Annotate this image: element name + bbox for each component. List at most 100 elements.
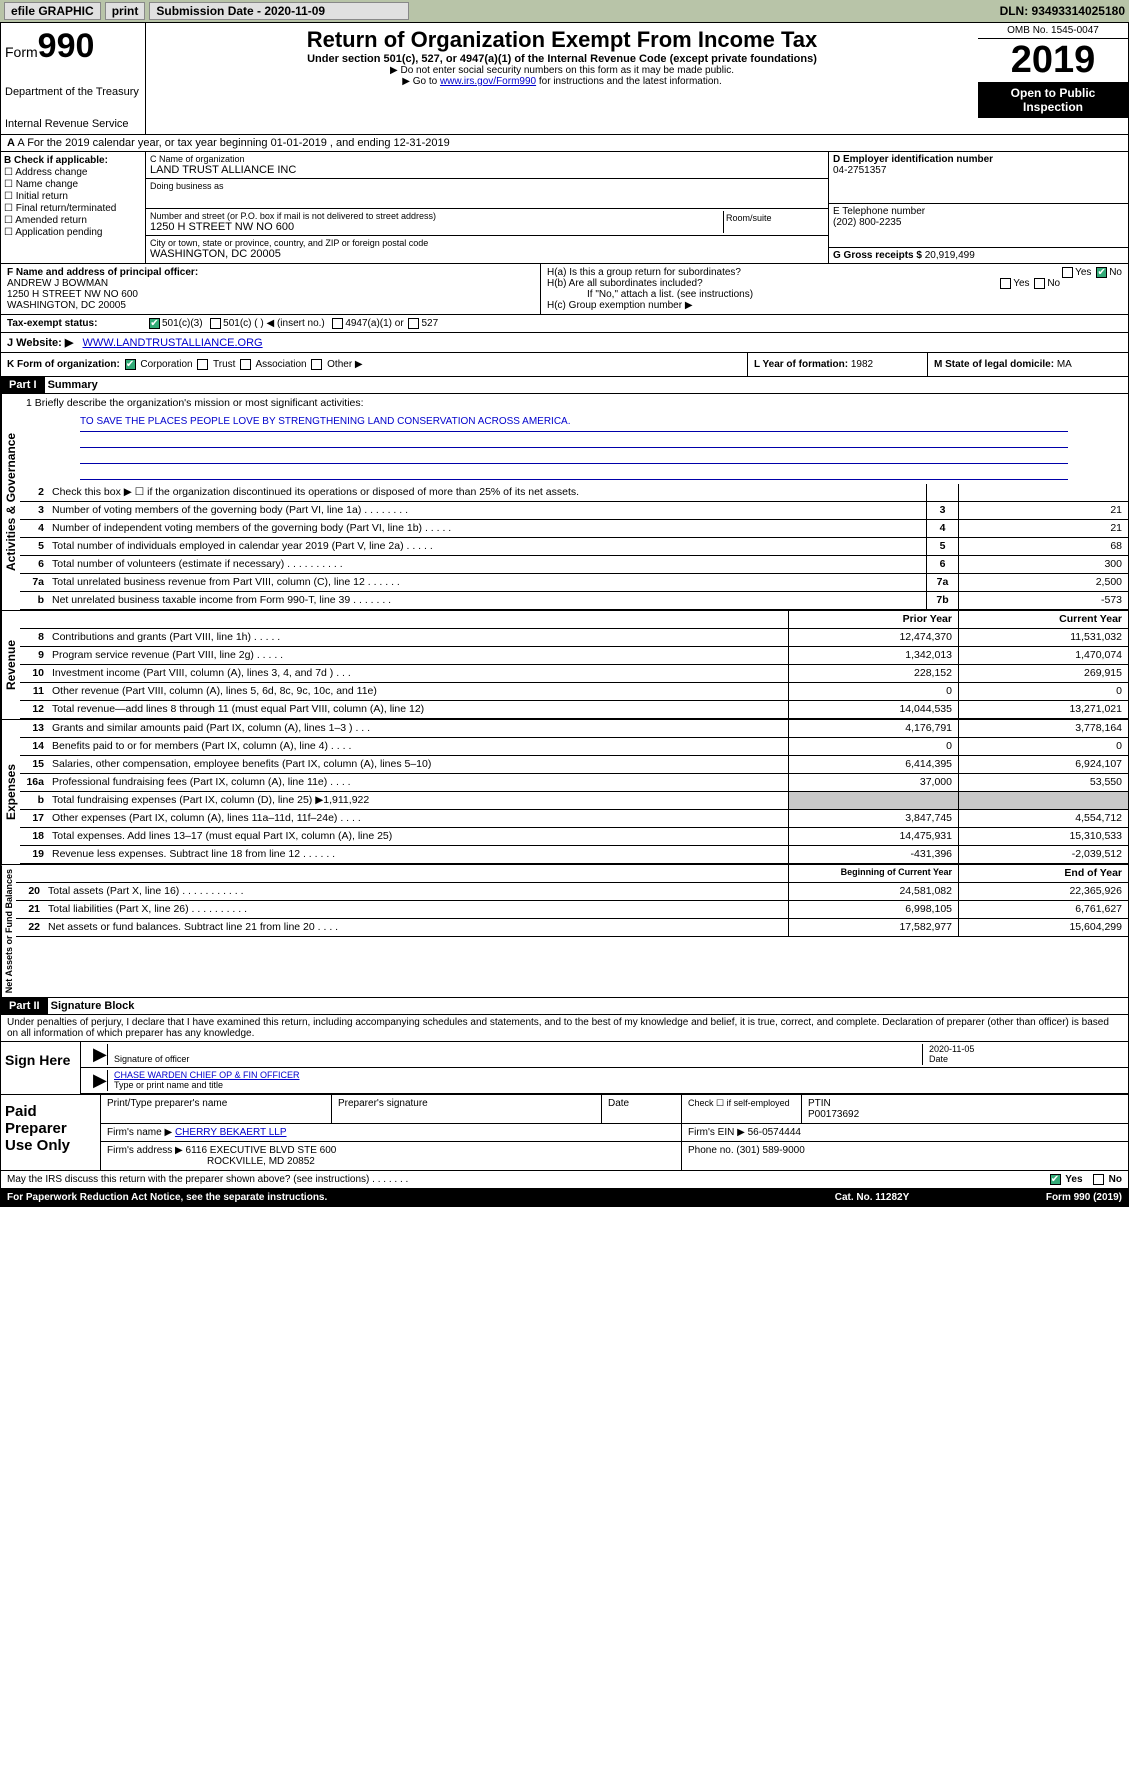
- room-label: Room/suite: [726, 213, 822, 223]
- hb-yes[interactable]: [1000, 278, 1011, 289]
- chk-501c3[interactable]: [149, 318, 160, 329]
- ptin-label: PTIN: [808, 1098, 831, 1109]
- chk-other[interactable]: [311, 359, 322, 370]
- officer-addr1: 1250 H STREET NW NO 600: [7, 289, 138, 300]
- line-12: 12Total revenue—add lines 8 through 11 (…: [20, 701, 1128, 719]
- line-20: 20Total assets (Part X, line 16) . . . .…: [16, 883, 1128, 901]
- discuss-preparer: May the IRS discuss this return with the…: [7, 1174, 1048, 1185]
- irs-label: Internal Revenue Service: [5, 118, 141, 130]
- line-b: bNet unrelated business taxable income f…: [20, 592, 1128, 610]
- prior-year-header: Prior Year: [788, 611, 958, 628]
- chk-527[interactable]: [408, 318, 419, 329]
- hb-no[interactable]: [1034, 278, 1045, 289]
- preparer-name-label: Print/Type preparer's name: [101, 1095, 331, 1123]
- dept-treasury: Department of the Treasury: [5, 86, 141, 98]
- box-de: D Employer identification number04-27513…: [828, 152, 1128, 263]
- form-footer: Form 990 (2019): [972, 1192, 1122, 1203]
- sig-declaration: Under penalties of perjury, I declare th…: [1, 1015, 1128, 1042]
- org-name: LAND TRUST ALLIANCE INC: [150, 164, 824, 176]
- chk-assoc[interactable]: [240, 359, 251, 370]
- tax-year: 2019: [978, 39, 1128, 82]
- line-21: 21Total liabilities (Part X, line 26) . …: [16, 901, 1128, 919]
- pra-notice: For Paperwork Reduction Act Notice, see …: [7, 1192, 772, 1203]
- street-label: Number and street (or P.O. box if mail i…: [150, 211, 723, 221]
- firm-ein-label: Firm's EIN ▶: [688, 1127, 745, 1138]
- officer-name-title[interactable]: CHASE WARDEN CHIEF OP & FIN OFFICER: [114, 1070, 300, 1080]
- discuss-no[interactable]: [1093, 1174, 1104, 1185]
- phone-label: E Telephone number: [833, 206, 925, 217]
- org-name-label: C Name of organization: [150, 154, 824, 164]
- firm-phone: (301) 589-9000: [736, 1145, 804, 1156]
- self-employed-label: Check ☐ if self-employed: [681, 1095, 801, 1123]
- firm-addr-label: Firm's address ▶: [107, 1145, 183, 1156]
- city: WASHINGTON, DC 20005: [150, 248, 824, 260]
- line-17: 17Other expenses (Part IX, column (A), l…: [20, 810, 1128, 828]
- ein-value: 04-2751357: [833, 165, 886, 176]
- row-k: K Form of organization: Corporation Trus…: [1, 353, 748, 376]
- line-2: 2Check this box ▶ ☐ if the organization …: [20, 484, 1128, 502]
- mission-text: TO SAVE THE PLACES PEOPLE LOVE BY STRENG…: [80, 416, 1068, 432]
- chk-corp[interactable]: [125, 359, 136, 370]
- street: 1250 H STREET NW NO 600: [150, 221, 723, 233]
- part1-header: Part I: [1, 377, 45, 393]
- sign-here-label: Sign Here: [1, 1042, 81, 1094]
- ha-yes[interactable]: [1062, 267, 1073, 278]
- form-number: 990: [38, 27, 95, 65]
- city-label: City or town, state or province, country…: [150, 238, 824, 248]
- box-b: B Check if applicable: ☐ Address change …: [1, 152, 146, 263]
- firm-name-label: Firm's name ▶: [107, 1127, 172, 1138]
- part2-title: Signature Block: [51, 1000, 135, 1012]
- dba-label: Doing business as: [150, 181, 824, 191]
- box-c: C Name of organizationLAND TRUST ALLIANC…: [146, 152, 828, 263]
- discuss-yes[interactable]: [1050, 1174, 1061, 1185]
- chk-address-change[interactable]: ☐ Address change: [4, 167, 142, 178]
- firm-name[interactable]: CHERRY BEKAERT LLP: [175, 1127, 287, 1138]
- submission-date: Submission Date - 2020-11-09: [149, 2, 409, 20]
- chk-amended[interactable]: ☐ Amended return: [4, 215, 142, 226]
- website-link[interactable]: WWW.LANDTRUSTALLIANCE.ORG: [83, 337, 263, 349]
- ssn-warning: ▶ Do not enter social security numbers o…: [150, 65, 974, 76]
- ein-label: D Employer identification number: [833, 154, 993, 165]
- print-button[interactable]: print: [105, 2, 146, 20]
- line-14: 14Benefits paid to or for members (Part …: [20, 738, 1128, 756]
- chk-501c[interactable]: [210, 318, 221, 329]
- line-16a: 16aProfessional fundraising fees (Part I…: [20, 774, 1128, 792]
- chk-initial-return[interactable]: ☐ Initial return: [4, 191, 142, 202]
- ptin-value: P00173692: [808, 1109, 859, 1120]
- preparer-sig-label: Preparer's signature: [331, 1095, 601, 1123]
- irs-link[interactable]: www.irs.gov/Form990: [440, 76, 536, 87]
- line-6: 6Total number of volunteers (estimate if…: [20, 556, 1128, 574]
- part1-title: Summary: [48, 379, 98, 391]
- chk-4947[interactable]: [332, 318, 343, 329]
- line-18: 18Total expenses. Add lines 13–17 (must …: [20, 828, 1128, 846]
- chk-trust[interactable]: [197, 359, 208, 370]
- line-15: 15Salaries, other compensation, employee…: [20, 756, 1128, 774]
- goto-link: ▶ Go to www.irs.gov/Form990 for instruct…: [150, 76, 974, 87]
- line-11: 11Other revenue (Part VIII, column (A), …: [20, 683, 1128, 701]
- sig-date: 2020-11-05: [929, 1044, 974, 1054]
- line-22: 22Net assets or fund balances. Subtract …: [16, 919, 1128, 937]
- line-5: 5Total number of individuals employed in…: [20, 538, 1128, 556]
- paid-preparer-label: Paid Preparer Use Only: [1, 1095, 101, 1170]
- chk-pending[interactable]: ☐ Application pending: [4, 227, 142, 238]
- line-13: 13Grants and similar amounts paid (Part …: [20, 720, 1128, 738]
- line-19: 19Revenue less expenses. Subtract line 1…: [20, 846, 1128, 864]
- line-b: bTotal fundraising expenses (Part IX, co…: [20, 792, 1128, 810]
- form-title: Return of Organization Exempt From Incom…: [150, 27, 974, 53]
- open-public: Open to Public Inspection: [978, 82, 1128, 118]
- chk-name-change[interactable]: ☐ Name change: [4, 179, 142, 190]
- line-10: 10Investment income (Part VIII, column (…: [20, 665, 1128, 683]
- row-i: Tax-exempt status: 501(c)(3) 501(c) ( ) …: [0, 315, 1129, 333]
- sig-date-label: Date: [929, 1054, 948, 1064]
- omb-number: OMB No. 1545-0047: [978, 23, 1128, 39]
- side-netassets: Net Assets or Fund Balances: [1, 865, 16, 997]
- efile-label[interactable]: efile GRAPHIC: [4, 2, 101, 20]
- part2-header: Part II: [1, 998, 48, 1014]
- chk-final-return[interactable]: ☐ Final return/terminated: [4, 203, 142, 214]
- name-title-label: Type or print name and title: [114, 1080, 223, 1090]
- ha-no[interactable]: [1096, 267, 1107, 278]
- box-b-header: B Check if applicable:: [4, 155, 108, 166]
- sig-officer-label: Signature of officer: [114, 1054, 189, 1064]
- line-7a: 7aTotal unrelated business revenue from …: [20, 574, 1128, 592]
- end-year-header: End of Year: [958, 865, 1128, 882]
